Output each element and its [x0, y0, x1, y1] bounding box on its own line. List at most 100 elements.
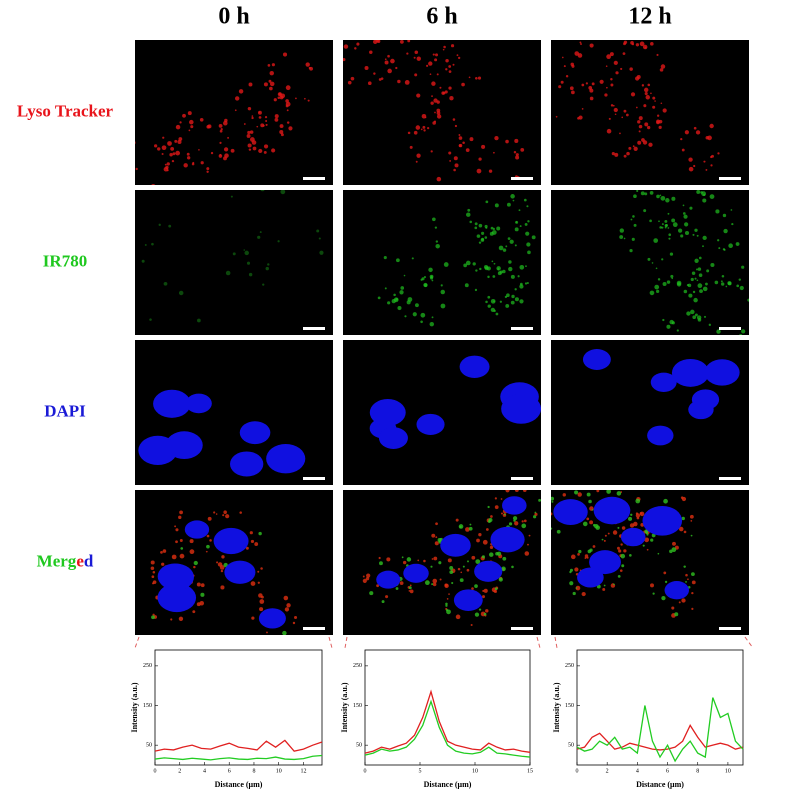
dot	[406, 52, 409, 55]
dot	[691, 572, 695, 577]
dot	[658, 125, 662, 129]
dot	[581, 591, 586, 597]
dot	[685, 573, 688, 577]
x-tick-label: 6	[228, 768, 231, 774]
dot	[219, 141, 222, 144]
dot	[436, 176, 442, 182]
dot	[523, 198, 527, 202]
nucleus	[589, 550, 621, 575]
dot	[431, 81, 436, 86]
dot	[399, 581, 404, 586]
dot	[295, 97, 297, 100]
dot	[186, 156, 191, 160]
x-axis-label: Distance (μm)	[215, 780, 263, 789]
dot	[525, 231, 530, 236]
nucleus	[138, 435, 178, 466]
x-tick-label: 4	[636, 768, 639, 774]
dot	[638, 116, 643, 121]
dot	[434, 58, 438, 62]
dot	[697, 267, 702, 271]
dot	[610, 77, 613, 81]
scale-bar	[719, 627, 741, 630]
dot	[279, 636, 282, 639]
dot	[436, 73, 439, 76]
dot	[285, 99, 289, 103]
dot	[571, 64, 575, 68]
dot	[688, 166, 694, 172]
dot	[623, 109, 627, 113]
dot	[499, 300, 502, 303]
dot	[435, 240, 439, 243]
dot	[646, 533, 649, 536]
dot	[545, 96, 550, 101]
dot	[246, 261, 251, 265]
dot	[514, 244, 517, 247]
dot	[243, 249, 246, 251]
dot	[397, 306, 402, 311]
dot	[696, 190, 701, 194]
scale-bar	[303, 327, 325, 330]
dot	[249, 130, 254, 134]
dot	[696, 234, 699, 237]
dot	[367, 81, 372, 86]
x-tick-label: 12	[300, 768, 306, 774]
y-tick-label: 150	[565, 703, 574, 709]
dot	[466, 568, 470, 572]
dot	[607, 532, 610, 535]
connector	[744, 636, 754, 649]
dot	[731, 222, 734, 226]
dot	[250, 539, 255, 544]
dot	[218, 123, 223, 128]
dot	[413, 56, 416, 59]
dot	[168, 224, 172, 228]
dot	[416, 153, 421, 158]
dot	[448, 70, 452, 73]
dot	[705, 168, 708, 171]
dot	[514, 490, 519, 493]
dot	[569, 86, 574, 91]
scale-bar	[719, 477, 741, 480]
dot	[629, 523, 635, 528]
dot	[471, 555, 476, 560]
dot	[681, 516, 685, 521]
nucleus	[230, 451, 264, 477]
dot	[343, 57, 346, 62]
dot	[271, 63, 275, 67]
micrograph	[135, 40, 333, 185]
dot	[614, 113, 617, 116]
x-axis-label: Distance (μm)	[636, 780, 684, 789]
dot	[174, 525, 177, 528]
dot	[730, 209, 733, 211]
dot	[227, 136, 230, 139]
dot	[448, 65, 452, 68]
dot	[189, 119, 194, 125]
dot	[478, 241, 482, 244]
dot	[497, 268, 500, 270]
scale-bar	[303, 627, 325, 630]
column-header: 12 h	[628, 4, 671, 30]
dot	[216, 561, 219, 564]
dot	[412, 312, 417, 317]
dot	[354, 47, 357, 50]
dot	[629, 554, 632, 557]
dot	[206, 534, 210, 538]
dot	[524, 551, 530, 556]
dot	[395, 258, 400, 263]
dot	[470, 623, 473, 627]
nucleus	[224, 560, 256, 584]
dot	[483, 612, 487, 616]
dot	[494, 135, 499, 141]
dot	[260, 567, 263, 570]
dot	[689, 514, 694, 519]
dot	[513, 187, 516, 190]
dot	[455, 518, 459, 522]
dot	[431, 533, 436, 538]
dot	[687, 578, 689, 581]
dot	[604, 93, 608, 97]
dot	[629, 67, 633, 71]
dot	[188, 129, 191, 132]
dot	[664, 580, 668, 584]
micrograph-content	[619, 190, 749, 335]
scale-bar	[511, 627, 533, 630]
dot	[384, 287, 387, 290]
